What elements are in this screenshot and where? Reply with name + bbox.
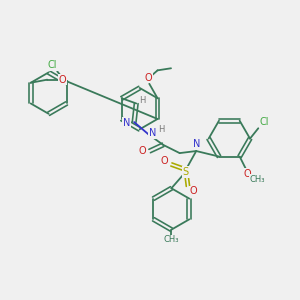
Text: N: N [149, 128, 157, 138]
Text: O: O [243, 169, 251, 179]
Text: N: N [123, 118, 130, 128]
Text: O: O [59, 75, 67, 85]
Text: O: O [160, 156, 168, 167]
Text: Cl: Cl [260, 117, 269, 127]
Text: CH₃: CH₃ [250, 175, 265, 184]
Text: O: O [145, 73, 152, 82]
Text: O: O [189, 186, 197, 197]
Text: H: H [139, 96, 146, 105]
Text: CH₃: CH₃ [164, 236, 179, 244]
Text: O: O [139, 146, 146, 156]
Text: H: H [158, 125, 164, 134]
Text: N: N [193, 139, 200, 149]
Text: Cl: Cl [47, 60, 57, 70]
Text: S: S [183, 167, 189, 177]
